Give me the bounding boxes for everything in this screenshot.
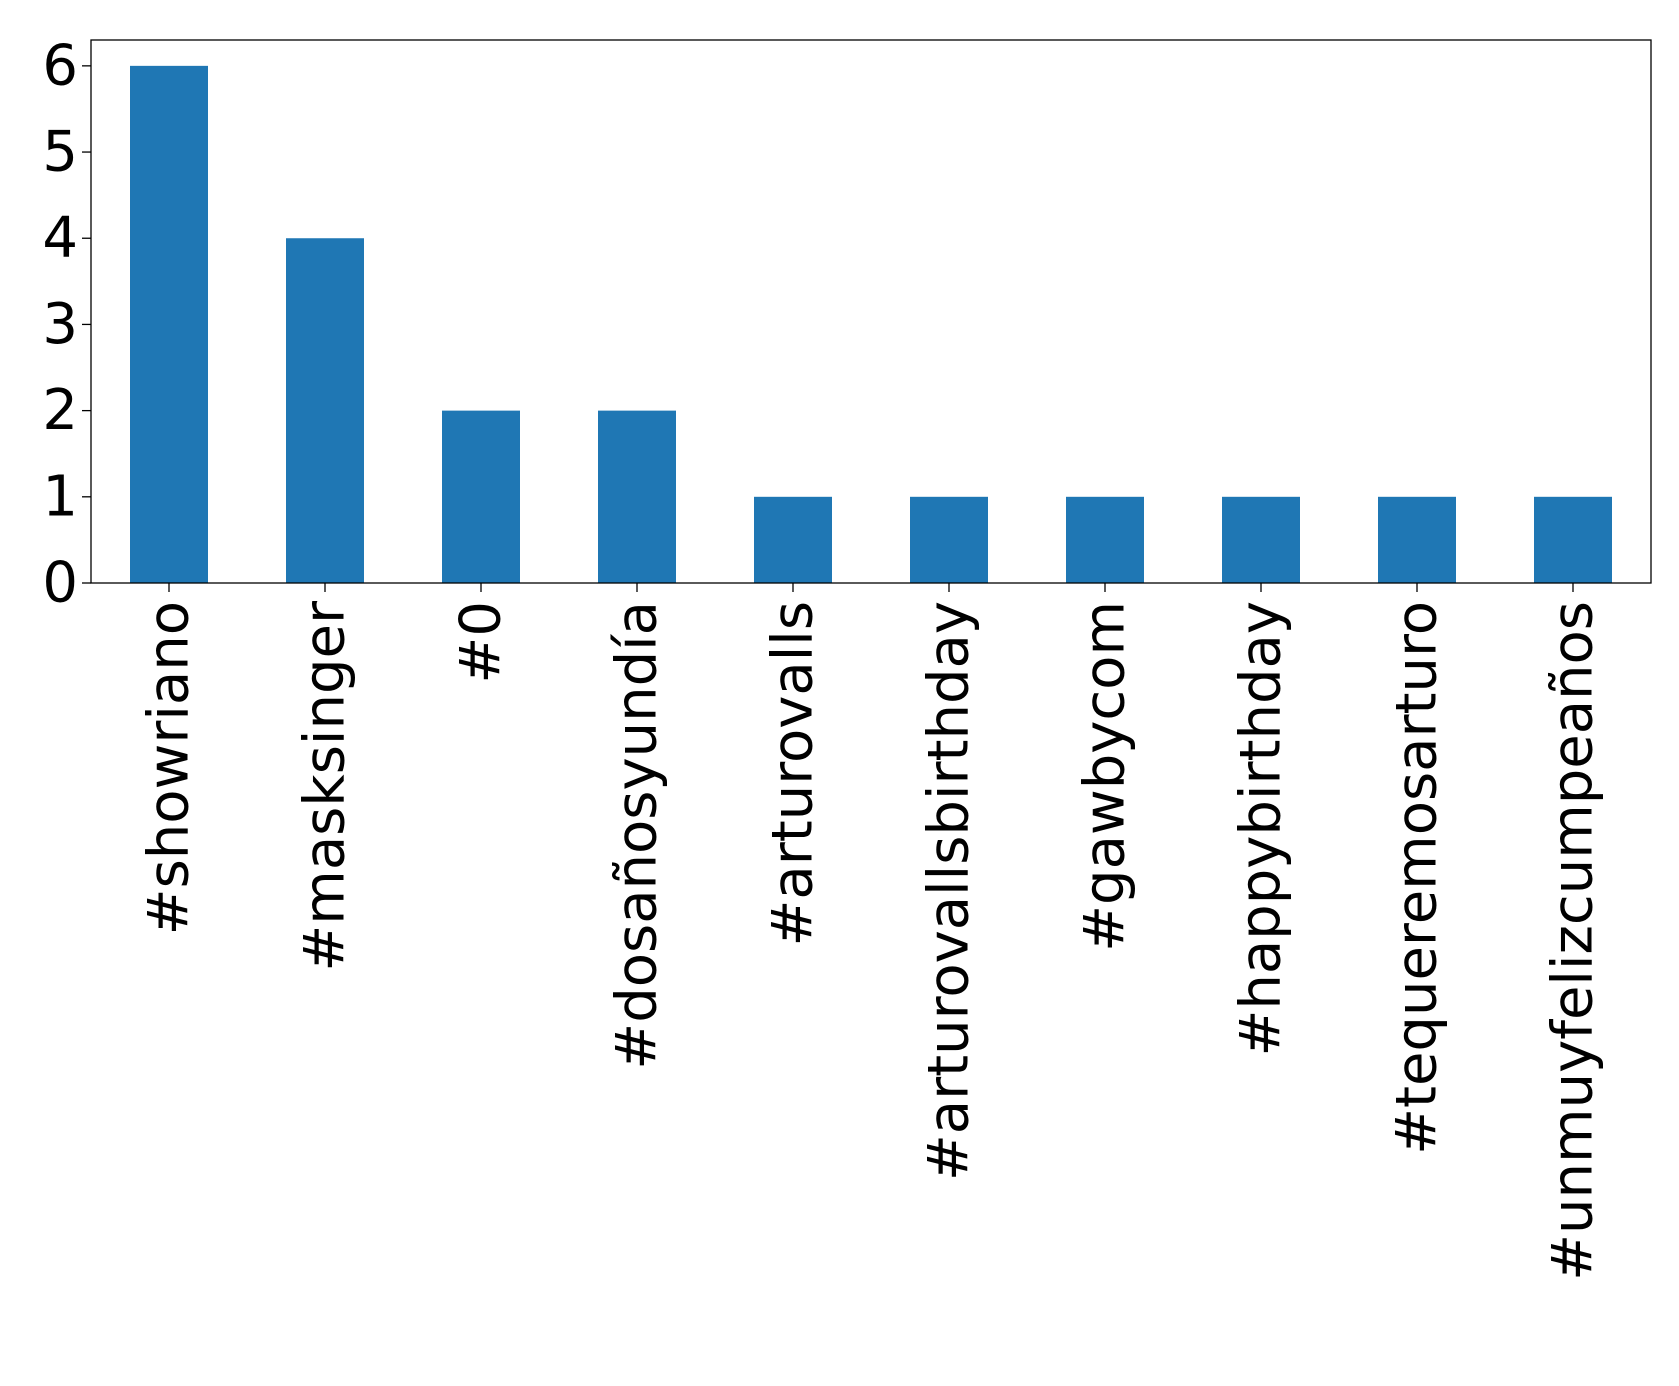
x-axis: #showriano #masksinger #0 #dosañosyundía #ar… — [137, 583, 1606, 1281]
x-tick-label: #happybirthday — [1229, 601, 1294, 1057]
bar — [1222, 496, 1300, 583]
x-tick-label: #showriano — [137, 601, 202, 935]
x-tick-label: #arturovallsbirthday — [917, 601, 982, 1181]
y-tick-label: 6 — [42, 33, 78, 98]
bar — [130, 65, 208, 584]
bar — [910, 496, 988, 583]
bar — [1534, 496, 1612, 583]
x-tick-label: #0 — [449, 601, 514, 684]
y-axis: 0 1 2 3 4 5 6 — [42, 33, 91, 616]
bar — [442, 410, 520, 583]
x-tick-label: #dosañosyundía — [605, 601, 670, 1070]
bar — [754, 496, 832, 583]
x-tick-label: #tequeremosarturo — [1385, 601, 1450, 1155]
x-tick-label: #gawbycom — [1073, 601, 1138, 952]
bar — [1066, 496, 1144, 583]
y-tick-label: 0 — [42, 551, 78, 616]
bar — [598, 410, 676, 583]
y-tick-label: 2 — [42, 378, 78, 443]
x-tick-label: #arturovalls — [761, 601, 826, 947]
bar — [1378, 496, 1456, 583]
y-tick-label: 3 — [42, 292, 78, 357]
y-tick-label: 1 — [42, 464, 78, 529]
bars-group — [130, 65, 1612, 584]
x-tick-label: #masksinger — [293, 600, 358, 972]
bar — [286, 238, 364, 583]
y-tick-label: 4 — [42, 206, 78, 271]
x-tick-label: #unmuyfelizcumpeaños — [1541, 601, 1606, 1281]
plot-frame — [90, 39, 1652, 584]
y-tick-label: 5 — [42, 120, 78, 185]
